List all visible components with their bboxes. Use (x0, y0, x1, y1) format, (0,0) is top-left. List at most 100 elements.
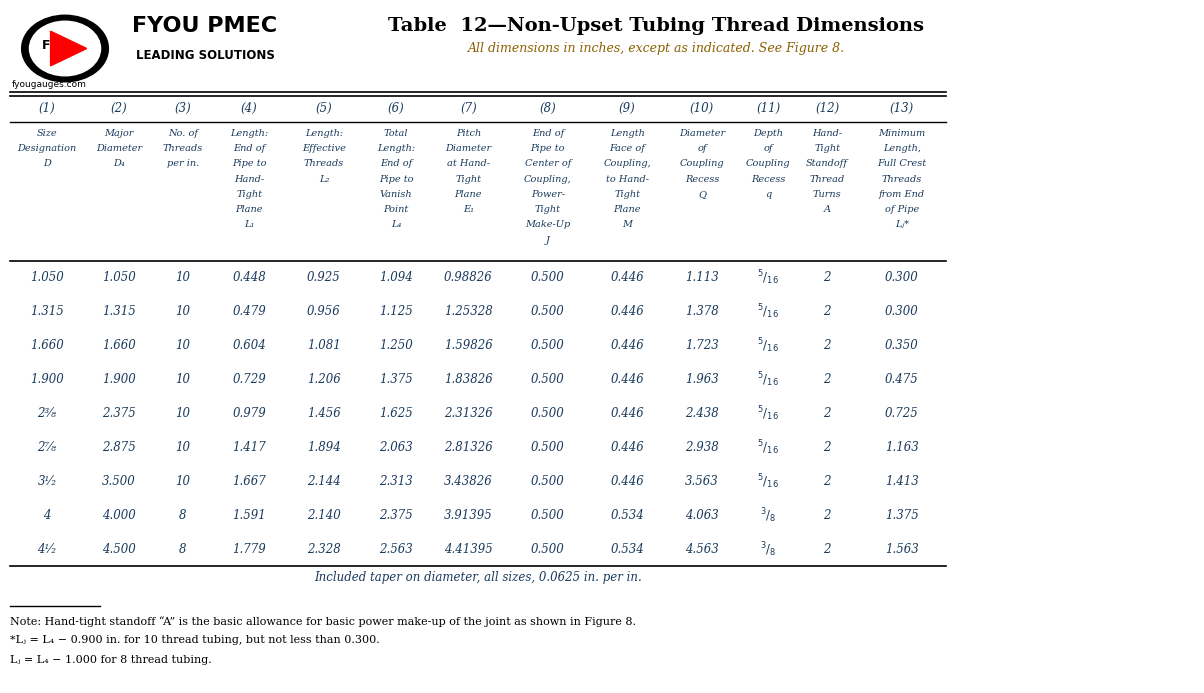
Text: 0.446: 0.446 (610, 441, 644, 454)
Text: 2³⁄₈: 2³⁄₈ (37, 407, 57, 420)
Text: $^5/_{16}$: $^5/_{16}$ (757, 268, 779, 287)
Text: 1.417: 1.417 (232, 441, 266, 454)
Text: A: A (824, 205, 831, 214)
Text: 1.113: 1.113 (685, 271, 719, 284)
Text: 1.900: 1.900 (30, 373, 64, 386)
Text: Size: Size (36, 129, 58, 138)
Text: Length:: Length: (230, 129, 268, 138)
Text: 2.140: 2.140 (307, 509, 341, 522)
Text: Length: Length (610, 129, 644, 138)
Text: (12): (12) (815, 103, 839, 115)
Text: $^3/_8$: $^3/_8$ (760, 506, 777, 525)
Text: 8: 8 (179, 509, 187, 522)
Text: Note: Hand-tight standoff “A” is the basic allowance for basic power make-up of : Note: Hand-tight standoff “A” is the bas… (10, 616, 636, 627)
Text: 1.375: 1.375 (379, 373, 413, 386)
Text: 0.500: 0.500 (531, 305, 565, 318)
Text: Recess: Recess (685, 175, 719, 184)
Text: 4.500: 4.500 (102, 543, 136, 556)
Text: Standoff: Standoff (807, 159, 848, 168)
Text: (9): (9) (619, 103, 636, 115)
Text: Threads: Threads (163, 144, 203, 153)
Text: Designation: Designation (17, 144, 77, 153)
Text: Thread: Thread (809, 175, 845, 184)
Text: 1.660: 1.660 (30, 339, 64, 352)
Text: 0.98826: 0.98826 (444, 271, 492, 284)
Text: Plane: Plane (614, 205, 641, 214)
Text: 2.438: 2.438 (685, 407, 719, 420)
Text: 1.250: 1.250 (379, 339, 413, 352)
Text: L₂: L₂ (319, 175, 329, 184)
Text: 2.063: 2.063 (379, 441, 413, 454)
Text: 2: 2 (824, 339, 831, 352)
Text: Total: Total (384, 129, 408, 138)
Text: 2: 2 (824, 407, 831, 420)
Text: 2.875: 2.875 (102, 441, 136, 454)
Text: 3.43826: 3.43826 (444, 475, 492, 488)
Text: Pipe to: Pipe to (232, 159, 266, 168)
Text: 2.144: 2.144 (307, 475, 341, 488)
Text: Threads: Threads (303, 159, 344, 168)
Text: Hand-: Hand- (234, 175, 265, 184)
Text: M: M (622, 220, 632, 229)
Text: Depth: Depth (754, 129, 783, 138)
Text: Effective: Effective (302, 144, 346, 153)
Text: Recess: Recess (751, 175, 785, 184)
Text: Major: Major (105, 129, 134, 138)
Text: (11): (11) (756, 103, 780, 115)
Text: 10: 10 (176, 339, 190, 352)
Text: Length:: Length: (377, 144, 415, 153)
Text: Minimum: Minimum (878, 129, 926, 138)
Text: (7): (7) (460, 103, 477, 115)
Text: from End: from End (879, 190, 925, 199)
Text: D: D (43, 159, 51, 168)
Text: 4.41395: 4.41395 (444, 543, 492, 556)
Text: Tight: Tight (455, 175, 482, 184)
Text: 1.206: 1.206 (307, 373, 341, 386)
Text: Included taper on diameter, all sizes, 0.0625 in. per in.: Included taper on diameter, all sizes, 0… (314, 571, 642, 584)
Text: 2: 2 (824, 475, 831, 488)
Text: D₄: D₄ (113, 159, 125, 168)
Text: 0.446: 0.446 (610, 271, 644, 284)
Text: 0.725: 0.725 (885, 407, 919, 420)
Text: L₄: L₄ (391, 220, 401, 229)
Text: $^5/_{16}$: $^5/_{16}$ (757, 472, 779, 491)
Text: End of: End of (532, 129, 563, 138)
Text: Full Crest: Full Crest (878, 159, 926, 168)
Text: Plane: Plane (236, 205, 262, 214)
Text: 4.063: 4.063 (685, 509, 719, 522)
Text: Diameter: Diameter (96, 144, 142, 153)
Text: 10: 10 (176, 373, 190, 386)
Text: 1.894: 1.894 (307, 441, 341, 454)
Text: Q: Q (698, 190, 706, 199)
Text: Length:: Length: (305, 129, 343, 138)
Text: 2.81326: 2.81326 (444, 441, 492, 454)
Text: 1.378: 1.378 (685, 305, 719, 318)
Text: 1.660: 1.660 (102, 339, 136, 352)
Text: Lⱼ*: Lⱼ* (895, 220, 909, 229)
Ellipse shape (29, 21, 101, 76)
Text: 0.979: 0.979 (232, 407, 266, 420)
Text: Hand-: Hand- (811, 129, 843, 138)
Text: $^5/_{16}$: $^5/_{16}$ (757, 336, 779, 355)
Text: 1.779: 1.779 (232, 543, 266, 556)
Text: Lⱼ = L₄ − 1.000 for 8 thread tubing.: Lⱼ = L₄ − 1.000 for 8 thread tubing. (10, 655, 212, 665)
Text: 1.081: 1.081 (307, 339, 341, 352)
Text: Face of: Face of (609, 144, 645, 153)
Text: 10: 10 (176, 475, 190, 488)
Text: End of: End of (380, 159, 412, 168)
Text: 0.500: 0.500 (531, 373, 565, 386)
Text: of: of (763, 144, 773, 153)
Text: 1.375: 1.375 (885, 509, 919, 522)
Text: 0.446: 0.446 (610, 407, 644, 420)
Text: 0.500: 0.500 (531, 271, 565, 284)
Text: fyougauges.com: fyougauges.com (12, 80, 87, 89)
Text: 1.315: 1.315 (30, 305, 64, 318)
Text: Pitch: Pitch (456, 129, 480, 138)
Text: Length,: Length, (883, 144, 921, 153)
Text: Coupling: Coupling (745, 159, 791, 168)
Text: $^5/_{16}$: $^5/_{16}$ (757, 370, 779, 389)
Text: 1.163: 1.163 (885, 441, 919, 454)
Text: Threads: Threads (881, 175, 922, 184)
Text: 0.479: 0.479 (232, 305, 266, 318)
Text: (5): (5) (315, 103, 332, 115)
